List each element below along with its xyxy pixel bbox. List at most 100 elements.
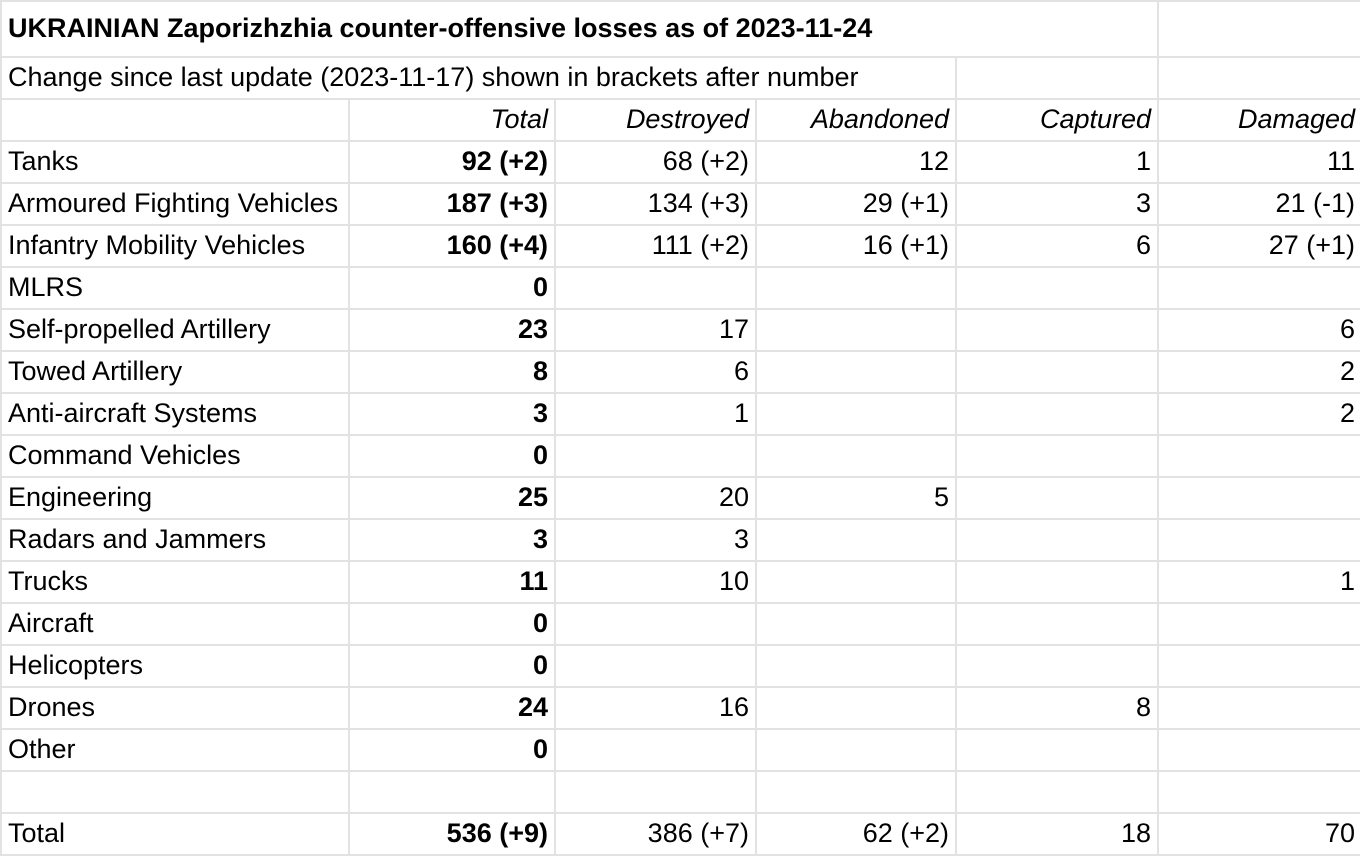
cell-damaged[interactable] [1157,728,1360,772]
empty-cell[interactable] [0,770,350,814]
cell-destroyed[interactable]: 111 (+2) [554,224,757,268]
empty-cell[interactable] [554,770,757,814]
total-row-label[interactable]: Total [0,812,350,856]
cell-abandoned[interactable] [755,560,957,604]
row-label[interactable]: Tanks [0,140,350,184]
cell-destroyed[interactable]: 16 [554,686,757,730]
cell-destroyed[interactable] [554,602,757,646]
cell-damaged[interactable]: 2 [1157,392,1360,436]
total-row-cell-damaged[interactable]: 70 [1157,812,1360,856]
cell-captured[interactable] [954,266,1160,310]
cell-destroyed[interactable] [554,644,757,688]
cell-captured[interactable] [954,602,1160,646]
empty-cell[interactable] [1157,0,1360,58]
cell-damaged[interactable] [1157,476,1360,520]
cell-abandoned[interactable]: 16 (+1) [755,224,957,268]
total-row-cell-destroyed[interactable]: 386 (+7) [554,812,757,856]
cell-total[interactable]: 0 [348,644,556,688]
row-label[interactable]: Aircraft [0,602,350,646]
cell-abandoned[interactable]: 29 (+1) [755,182,957,226]
cell-abandoned[interactable] [755,434,957,478]
row-label[interactable]: Armoured Fighting Vehicles [0,182,350,226]
cell-damaged[interactable] [1157,602,1360,646]
cell-destroyed[interactable] [554,728,757,772]
cell-damaged[interactable]: 27 (+1) [1157,224,1360,268]
cell-total[interactable]: 187 (+3) [348,182,556,226]
cell-damaged[interactable]: 11 [1157,140,1360,184]
cell-abandoned[interactable] [755,266,957,310]
cell-abandoned[interactable]: 12 [755,140,957,184]
cell-captured[interactable] [954,350,1160,394]
cell-abandoned[interactable] [755,728,957,772]
cell-captured[interactable] [954,644,1160,688]
row-label[interactable]: Command Vehicles [0,434,350,478]
cell-captured[interactable]: 6 [954,224,1160,268]
cell-total[interactable]: 0 [348,266,556,310]
cell-abandoned[interactable]: 5 [755,476,957,520]
cell-damaged[interactable] [1157,266,1360,310]
cell-destroyed[interactable]: 10 [554,560,757,604]
cell-destroyed[interactable]: 68 (+2) [554,140,757,184]
page-title[interactable]: UKRAINIAN Zaporizhzhia counter-offensive… [0,0,1160,58]
cell-total[interactable]: 3 [348,392,556,436]
cell-abandoned[interactable] [755,602,957,646]
total-row-cell-captured[interactable]: 18 [954,812,1160,856]
cell-total[interactable]: 92 (+2) [348,140,556,184]
column-header-total[interactable]: Total [348,98,556,142]
column-header-damaged[interactable]: Damaged [1157,98,1360,142]
empty-cell[interactable] [0,98,350,142]
cell-abandoned[interactable] [755,518,957,562]
cell-total[interactable]: 0 [348,728,556,772]
cell-abandoned[interactable] [755,686,957,730]
cell-damaged[interactable] [1157,644,1360,688]
cell-abandoned[interactable] [755,644,957,688]
cell-destroyed[interactable]: 3 [554,518,757,562]
empty-cell[interactable] [1157,56,1360,100]
cell-damaged[interactable] [1157,434,1360,478]
total-row-cell-total[interactable]: 536 (+9) [348,812,556,856]
cell-captured[interactable]: 3 [954,182,1160,226]
cell-total[interactable]: 0 [348,434,556,478]
cell-total[interactable]: 0 [348,602,556,646]
row-label[interactable]: Other [0,728,350,772]
column-header-destroyed[interactable]: Destroyed [554,98,757,142]
cell-captured[interactable] [954,308,1160,352]
column-header-abandoned[interactable]: Abandoned [755,98,957,142]
cell-total[interactable]: 160 (+4) [348,224,556,268]
cell-total[interactable]: 25 [348,476,556,520]
cell-destroyed[interactable]: 134 (+3) [554,182,757,226]
cell-damaged[interactable]: 21 (-1) [1157,182,1360,226]
row-label[interactable]: Trucks [0,560,350,604]
subtitle-note[interactable]: Change since last update (2023-11-17) sh… [0,56,957,100]
cell-destroyed[interactable]: 6 [554,350,757,394]
cell-destroyed[interactable]: 1 [554,392,757,436]
cell-damaged[interactable]: 2 [1157,350,1360,394]
row-label[interactable]: Helicopters [0,644,350,688]
cell-damaged[interactable] [1157,686,1360,730]
column-header-captured[interactable]: Captured [954,98,1160,142]
cell-destroyed[interactable]: 20 [554,476,757,520]
cell-total[interactable]: 3 [348,518,556,562]
cell-damaged[interactable]: 1 [1157,560,1360,604]
cell-damaged[interactable] [1157,518,1360,562]
cell-abandoned[interactable] [755,308,957,352]
row-label[interactable]: Towed Artillery [0,350,350,394]
cell-abandoned[interactable] [755,350,957,394]
cell-damaged[interactable]: 6 [1157,308,1360,352]
cell-captured[interactable] [954,728,1160,772]
empty-cell[interactable] [1157,770,1360,814]
cell-destroyed[interactable] [554,434,757,478]
cell-captured[interactable] [954,476,1160,520]
row-label[interactable]: Anti-aircraft Systems [0,392,350,436]
cell-captured[interactable]: 8 [954,686,1160,730]
cell-captured[interactable] [954,518,1160,562]
row-label[interactable]: Infantry Mobility Vehicles [0,224,350,268]
row-label[interactable]: MLRS [0,266,350,310]
cell-captured[interactable] [954,560,1160,604]
cell-captured[interactable] [954,392,1160,436]
cell-total[interactable]: 23 [348,308,556,352]
empty-cell[interactable] [954,56,1160,100]
row-label[interactable]: Drones [0,686,350,730]
cell-destroyed[interactable] [554,266,757,310]
row-label[interactable]: Radars and Jammers [0,518,350,562]
